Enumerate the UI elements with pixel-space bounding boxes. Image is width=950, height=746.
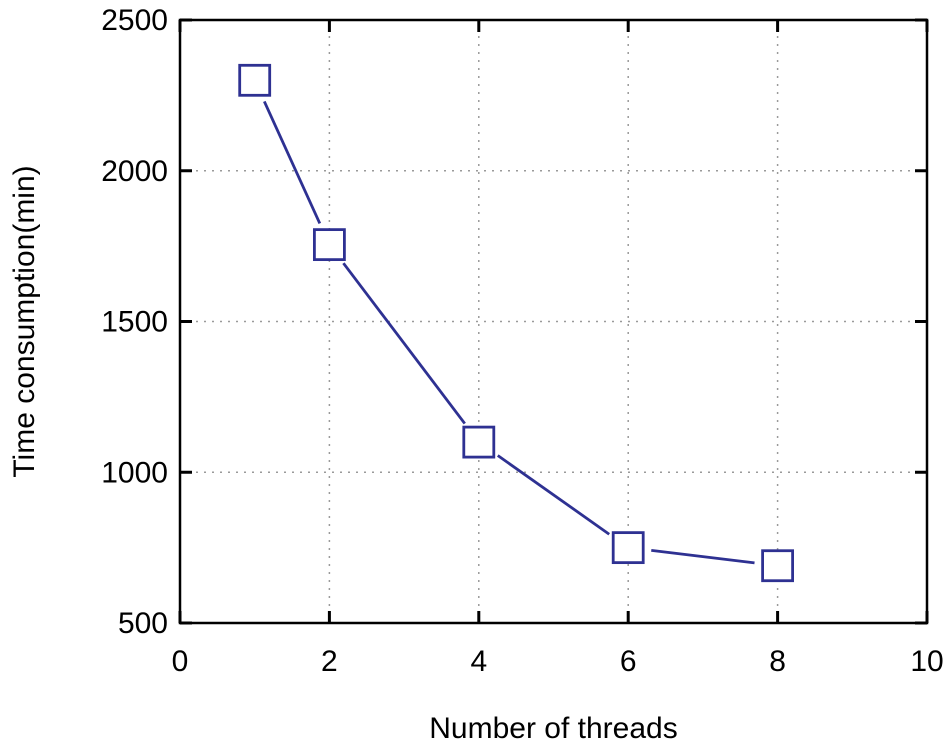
x-tick-label: 4 [470, 645, 487, 678]
x-tick-label: 0 [172, 645, 189, 678]
y-tick-label: 1000 [101, 456, 168, 489]
y-tick-label: 2000 [101, 155, 168, 188]
y-tick-label: 1500 [101, 306, 168, 339]
x-tick-label: 10 [910, 645, 943, 678]
y-tick-label: 500 [118, 607, 168, 640]
data-point-marker [462, 425, 496, 459]
series-line-segment [651, 549, 755, 565]
axis-ticks [178, 18, 929, 625]
y-tick-label: 2500 [101, 4, 168, 37]
x-tick-label: 2 [321, 645, 338, 678]
x-tick-label: 6 [620, 645, 637, 678]
series-line-segment [263, 100, 322, 225]
data-point-marker [312, 228, 346, 262]
series-line-segment [342, 262, 466, 425]
data-point-marker [761, 549, 794, 583]
y-axis-label: Time consumption(min) [8, 165, 41, 477]
data-point-marker [611, 531, 645, 565]
series-line-segment [496, 454, 611, 536]
x-axis-label: Number of threads [429, 712, 677, 745]
grid-lines [180, 20, 927, 623]
x-tick-label: 8 [769, 645, 786, 678]
tick-labels: 0 2 4 6 8 10 500 1000 1500 2000 2500 [101, 4, 943, 678]
series-layer [238, 63, 794, 583]
data-point-marker [238, 63, 272, 97]
